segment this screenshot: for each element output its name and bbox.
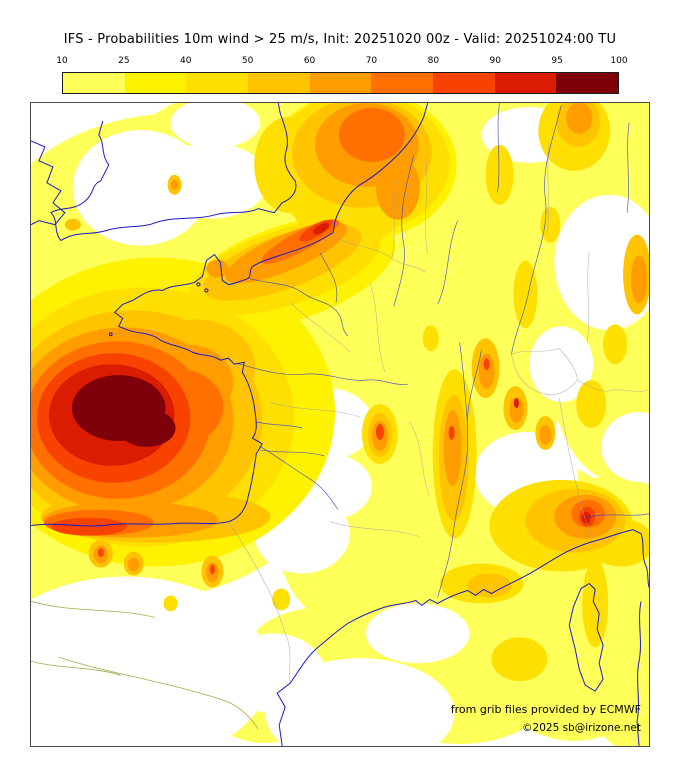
colorbar-segment [309, 73, 372, 93]
map-canvas [31, 103, 649, 746]
map-frame: from grib files provided by ECMWF ©2025 … [30, 102, 650, 747]
prob-below-threshold-layer [31, 103, 649, 746]
attribution-copyright: ©2025 sb@irizone.net [522, 722, 641, 734]
colorbar-segment [63, 73, 125, 93]
colorbar-tick-label: 25 [118, 56, 130, 66]
figure-title: IFS - Probabilities 10m wind > 25 m/s, I… [63, 32, 617, 47]
prob-level-95-layer [71, 375, 176, 447]
border-layer [228, 142, 648, 684]
colorbar-tick-label: 60 [303, 56, 316, 66]
colorbar-segment [371, 73, 434, 93]
colorbar-ticks: 10 25 40 50 60 70 80 90 95 100 [56, 56, 627, 68]
colorbar-tick-label: 95 [551, 56, 563, 66]
colorbar-segment [124, 73, 187, 93]
colorbar-tick-label: 40 [180, 56, 192, 66]
colorbar-bar [62, 72, 619, 94]
colorbar-segment [248, 73, 310, 93]
colorbar-tick-label: 100 [610, 56, 628, 66]
colorbar-segment [556, 73, 619, 93]
colorbar-tick-label: 50 [241, 56, 254, 66]
colorbar-segment [433, 73, 495, 93]
coastline-layer [31, 103, 649, 746]
colorbar-segment [186, 73, 249, 93]
colorbar-tick-label: 70 [365, 56, 378, 66]
colorbar-segment [494, 73, 557, 93]
colorbar-tick-label: 80 [427, 56, 440, 66]
colorbar-tick-label: 90 [489, 56, 501, 66]
colorbar-tick-label: 10 [56, 56, 68, 66]
river-secondary-layer [31, 601, 259, 730]
river-layer [236, 103, 649, 598]
attribution-source: from grib files provided by ECMWF [450, 703, 641, 716]
